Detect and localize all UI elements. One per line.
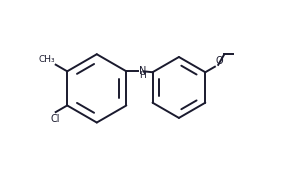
Text: Cl: Cl	[51, 114, 60, 124]
Text: CH₃: CH₃	[38, 55, 55, 64]
Text: O: O	[215, 56, 223, 66]
Text: H: H	[139, 71, 146, 80]
Text: N: N	[139, 66, 146, 76]
